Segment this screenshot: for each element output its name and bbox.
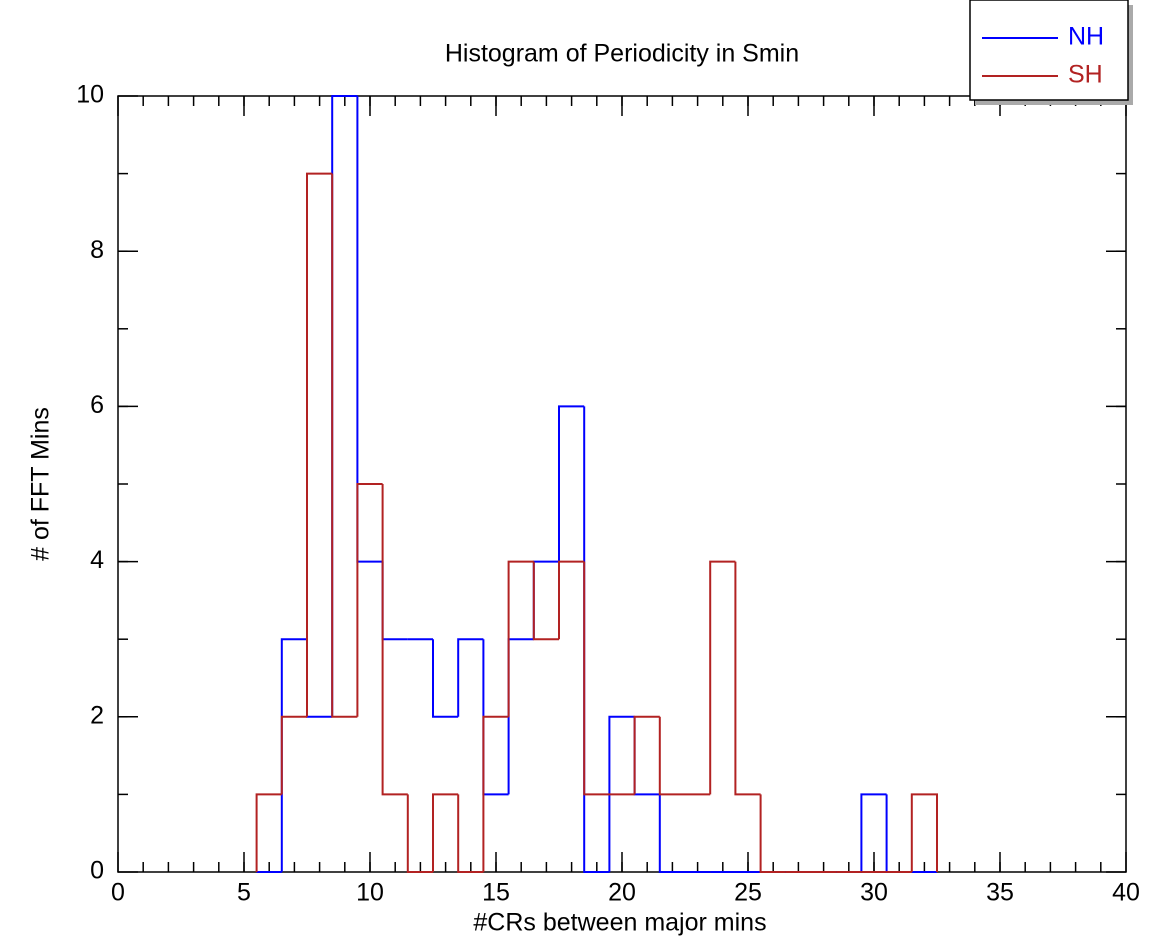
y-tick-label: 0 [90,857,104,885]
histogram-bin [507,638,534,795]
histogram-bin [381,484,408,796]
histogram-bin [633,716,660,796]
x-axis-label: #CRs between major mins [473,909,766,937]
x-tick-label: 25 [734,879,762,907]
histogram-bin [608,715,635,872]
y-tick-label: 4 [90,546,104,574]
histogram-bin [532,561,559,641]
x-tick-label: 35 [986,879,1014,907]
histogram-bin [734,561,761,796]
plot-frame [117,95,1127,873]
histogram-bin [381,561,408,641]
histogram-bin [280,638,307,872]
histogram-bin [280,715,307,795]
y-tick-label: 10 [76,81,104,109]
x-tick-label: 30 [860,879,888,907]
histogram-bin [558,405,585,562]
x-tick-label: 0 [111,879,125,907]
x-tick-label: 15 [482,879,510,907]
histogram-bin [406,794,433,873]
histogram-bin [356,96,383,563]
histogram-bin [482,715,509,872]
histogram-bin [331,95,358,717]
histogram-bin [583,406,610,873]
series [255,172,938,873]
x-tick-label: 20 [608,879,636,907]
histogram-bin [885,794,912,873]
x-tick-label: 40 [1112,879,1140,907]
histogram-bin [331,173,358,718]
histogram-bin [658,794,685,873]
chart-title: Histogram of Periodicity in Smin [445,40,799,68]
histogram-bin [658,716,685,796]
histogram-bin [558,560,585,640]
y-tick-label: 6 [90,391,104,419]
histogram-bin [306,172,333,717]
histogram-bin [457,794,484,873]
histogram-bin [457,638,484,717]
histogram-bin [759,794,786,873]
histogram-bin [709,560,736,795]
histogram-bin [633,715,660,795]
histogram-bin [255,793,282,872]
histogram-bin [356,483,383,717]
histogram-bin [507,560,534,717]
histogram-bin [910,793,938,872]
histogram-bin [860,793,887,872]
legend-label: NH [1068,23,1104,51]
y-axis-label: # of FFT Mins [27,407,55,561]
histogram-bin [532,560,559,640]
y-tick-label: 2 [90,701,104,729]
legend-box [969,0,1129,101]
histogram-bin [432,639,459,718]
x-tick-label: 10 [356,879,384,907]
y-tick-label: 8 [90,236,104,264]
histogram-bin [583,561,610,796]
legend-label: SH [1068,61,1103,89]
histogram-bin [432,793,459,872]
x-tick-label: 5 [237,879,251,907]
histogram-bin [306,639,333,718]
